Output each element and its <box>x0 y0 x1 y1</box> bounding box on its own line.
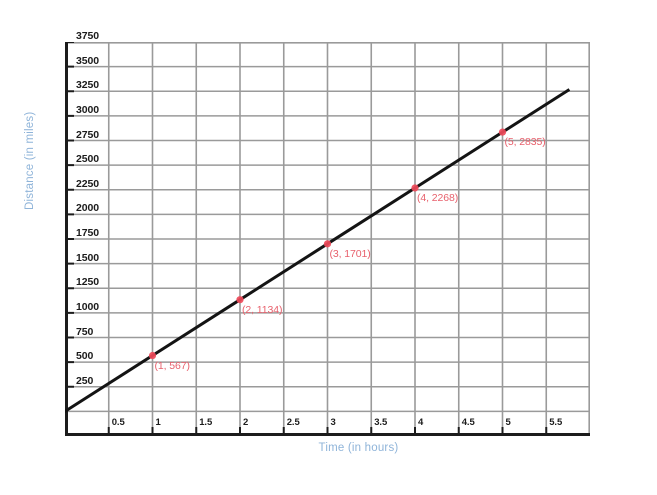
axis-lines <box>65 42 590 436</box>
x-axis-title: Time (in hours) <box>318 442 399 454</box>
plot-svg <box>65 42 590 436</box>
y-tick-label: 3750 <box>76 30 99 42</box>
y-axis-title: Distance (in miles) <box>24 111 36 210</box>
plot-area: 250 500 750 1000 1250 1500 1750 2000 2250 2500 275… <box>65 30 590 436</box>
data-line <box>65 88 571 414</box>
grid-lines <box>65 42 590 436</box>
data-point-markers <box>148 128 507 360</box>
